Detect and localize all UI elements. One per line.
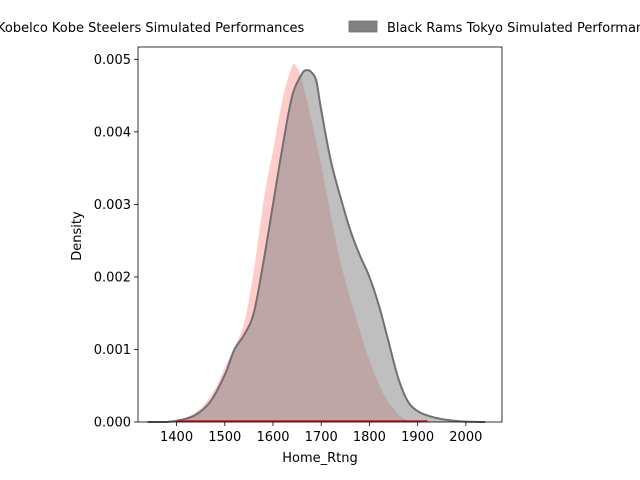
y-tick-label: 0.004 <box>94 125 131 140</box>
legend-label-1: Kobelco Kobe Steelers Simulated Performa… <box>0 21 305 36</box>
legend-label-2: Black Rams Tokyo Simulated Performances <box>387 21 640 36</box>
x-tick-label: 1500 <box>208 430 241 445</box>
x-tick-label: 1800 <box>353 430 386 445</box>
x-tick-label: 1600 <box>256 430 289 445</box>
y-tick-label: 0.005 <box>94 53 131 68</box>
y-tick-label: 0.002 <box>94 270 131 285</box>
x-axis-label: Home_Rtng <box>282 451 358 466</box>
x-tick-label: 1400 <box>160 430 193 445</box>
y-tick-label: 0.000 <box>94 416 131 431</box>
plot-area: 1400 1500 1600 1700 1800 1900 2000 0.000 0.001 0.… <box>94 46 503 445</box>
x-tick-label: 1700 <box>305 430 338 445</box>
y-axis-label: Density <box>70 211 85 261</box>
x-tick-label: 1900 <box>401 430 434 445</box>
y-tick-label: 0.003 <box>94 198 131 213</box>
axes-frame <box>137 46 503 423</box>
y-tick-label: 0.001 <box>94 343 131 358</box>
series-line-2 <box>147 69 486 424</box>
x-tick-label: 2000 <box>449 430 482 445</box>
legend: Kobelco Kobe Steelers Simulated Performa… <box>0 20 640 36</box>
legend-swatch-2 <box>348 20 378 33</box>
series-area-2 <box>147 70 486 422</box>
